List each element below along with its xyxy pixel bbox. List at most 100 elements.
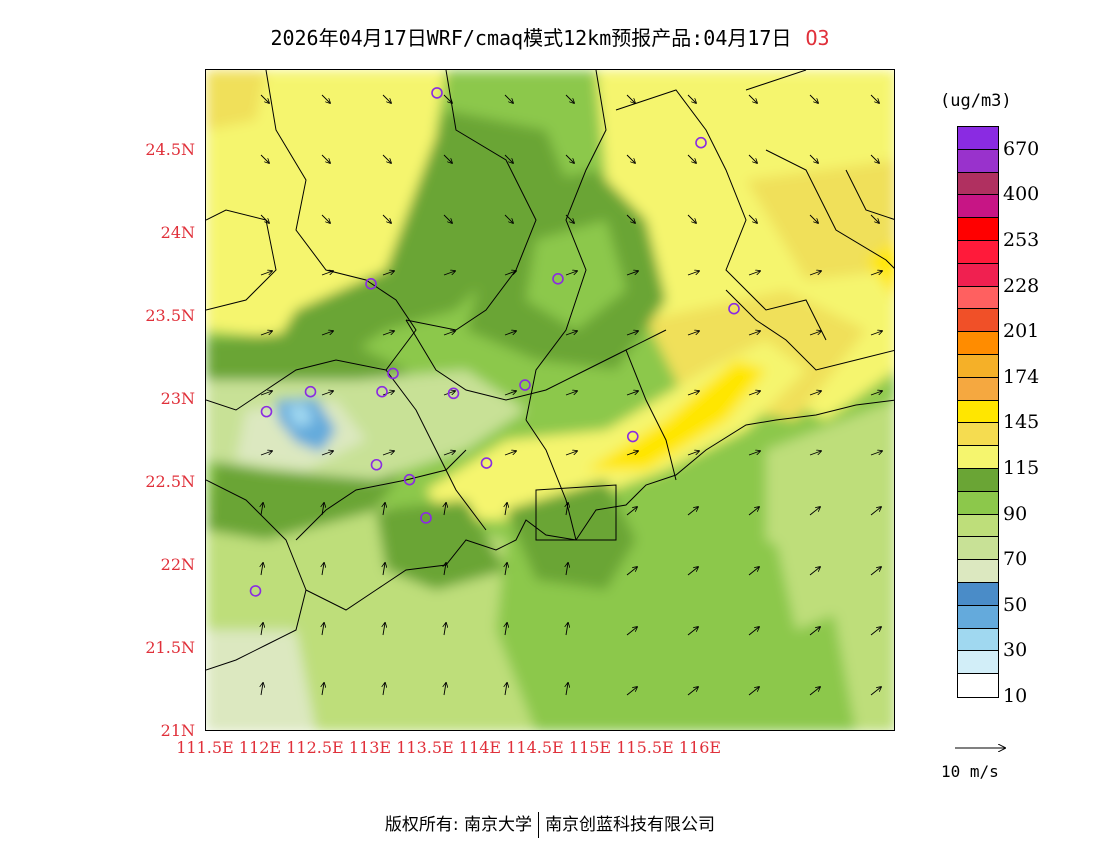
wind-vector xyxy=(870,271,882,276)
wind-vector xyxy=(870,507,881,516)
wind-vectors xyxy=(260,94,882,696)
wind-vector xyxy=(383,683,385,696)
lon-tick-label: 112.5E xyxy=(286,738,344,757)
wind-vector xyxy=(687,154,696,163)
legend-value-label: 30 xyxy=(1003,639,1028,662)
wind-vector xyxy=(505,503,507,516)
station-marker xyxy=(370,458,383,471)
station-marker xyxy=(403,473,416,486)
concentration-map xyxy=(205,69,895,731)
wind-vector xyxy=(504,391,516,396)
legend-color-cell xyxy=(958,468,998,492)
wind-vector xyxy=(260,391,272,396)
legend-value-label: 253 xyxy=(1003,229,1040,251)
map-title: 2026年04月17日WRF/cmaq模式12km预报产品:04月17日 O3 xyxy=(0,22,1100,51)
station-marker xyxy=(249,585,262,597)
station-marker xyxy=(260,405,273,418)
wind-vector xyxy=(260,214,269,223)
lat-tick-label: 24N xyxy=(160,223,195,242)
wind-vector xyxy=(687,94,696,103)
wind-vector xyxy=(382,154,391,163)
monitoring-stations xyxy=(249,87,740,597)
wind-vector xyxy=(687,451,699,456)
wind-vector xyxy=(565,94,574,103)
wind-vector xyxy=(504,271,516,276)
wind-vector xyxy=(870,154,879,163)
wind-vector xyxy=(626,331,638,336)
wind-vector xyxy=(383,623,385,636)
legend-value-label: 174 xyxy=(1003,365,1040,388)
wind-vector xyxy=(321,214,330,223)
wind-vector xyxy=(566,503,568,516)
legend-color-cell xyxy=(958,446,998,469)
wind-vector xyxy=(748,331,760,336)
legend-color-cell xyxy=(958,127,998,150)
wind-vector xyxy=(565,271,577,276)
lon-tick-label: 115E xyxy=(568,738,612,757)
station-marker xyxy=(695,136,707,149)
wind-vector xyxy=(566,623,568,636)
map-canvas xyxy=(206,70,894,730)
wind-vector xyxy=(322,563,324,576)
lon-tick-label: 115.5E xyxy=(616,738,674,757)
legend-color-cell xyxy=(958,218,998,241)
lat-tick-label: 24.5N xyxy=(145,140,195,159)
wind-vector xyxy=(260,331,272,336)
wind-vector xyxy=(870,451,882,456)
wind-vector xyxy=(260,271,272,276)
wind-vector xyxy=(443,451,455,456)
wind-vector xyxy=(748,507,759,516)
wind-vector xyxy=(809,271,821,276)
wind-vector xyxy=(687,214,696,223)
wind-vector xyxy=(444,503,446,516)
wind-vector xyxy=(748,271,760,276)
copyright-footer: 版权所有: 南京大学 南京创蓝科技有限公司 xyxy=(0,810,1100,838)
station-marker xyxy=(728,302,740,315)
wind-vector xyxy=(321,271,333,276)
wind-vector xyxy=(322,683,324,696)
wind-vector xyxy=(443,154,452,163)
legend-color-cell xyxy=(958,263,998,287)
lon-tick-label: 114.5E xyxy=(506,738,564,757)
wind-vector xyxy=(809,567,820,576)
station-marker xyxy=(447,387,460,400)
wind-vector xyxy=(748,451,760,456)
wind-vector xyxy=(687,507,698,516)
wind-vector xyxy=(443,271,455,276)
lon-tick-label: 116E xyxy=(678,738,722,757)
wind-vector xyxy=(809,687,820,696)
wind-vector xyxy=(748,154,757,163)
wind-vector xyxy=(382,271,394,276)
legend-color-cell xyxy=(958,195,998,219)
lat-tick-label: 23N xyxy=(160,389,195,408)
station-marker xyxy=(480,457,493,469)
wind-vector xyxy=(566,563,568,576)
wind-vector xyxy=(809,391,821,396)
wind-vector xyxy=(565,214,574,223)
legend-color-cell xyxy=(958,651,998,675)
legend-value-label: 670 xyxy=(1003,137,1040,160)
station-marker xyxy=(431,87,443,99)
wind-vector xyxy=(870,627,881,636)
wind-vector xyxy=(626,627,637,636)
title-text: 2026年04月17日WRF/cmaq模式12km预报产品:04月17日 xyxy=(270,26,792,50)
wind-vector xyxy=(443,214,452,223)
legend-color-cell xyxy=(958,149,998,173)
legend-color-cell xyxy=(958,240,998,264)
station-marker xyxy=(387,367,399,380)
legend-value-label: 50 xyxy=(1003,593,1028,616)
wind-vector xyxy=(505,683,507,696)
wind-vector xyxy=(321,451,333,456)
wind-vector xyxy=(687,271,699,276)
wind-vector xyxy=(261,623,263,636)
wind-vector xyxy=(382,451,394,456)
legend-value-label: 201 xyxy=(1003,320,1040,343)
lon-tick-label: 113.5E xyxy=(396,738,454,757)
copyright-company: 南京创蓝科技有限公司 xyxy=(545,815,716,835)
legend-color-cell xyxy=(958,172,998,196)
wind-vector xyxy=(260,154,269,163)
lat-tick-label: 22N xyxy=(160,555,195,574)
wind-vector xyxy=(687,567,698,576)
wind-vector xyxy=(748,214,757,223)
wind-vector xyxy=(566,683,568,696)
